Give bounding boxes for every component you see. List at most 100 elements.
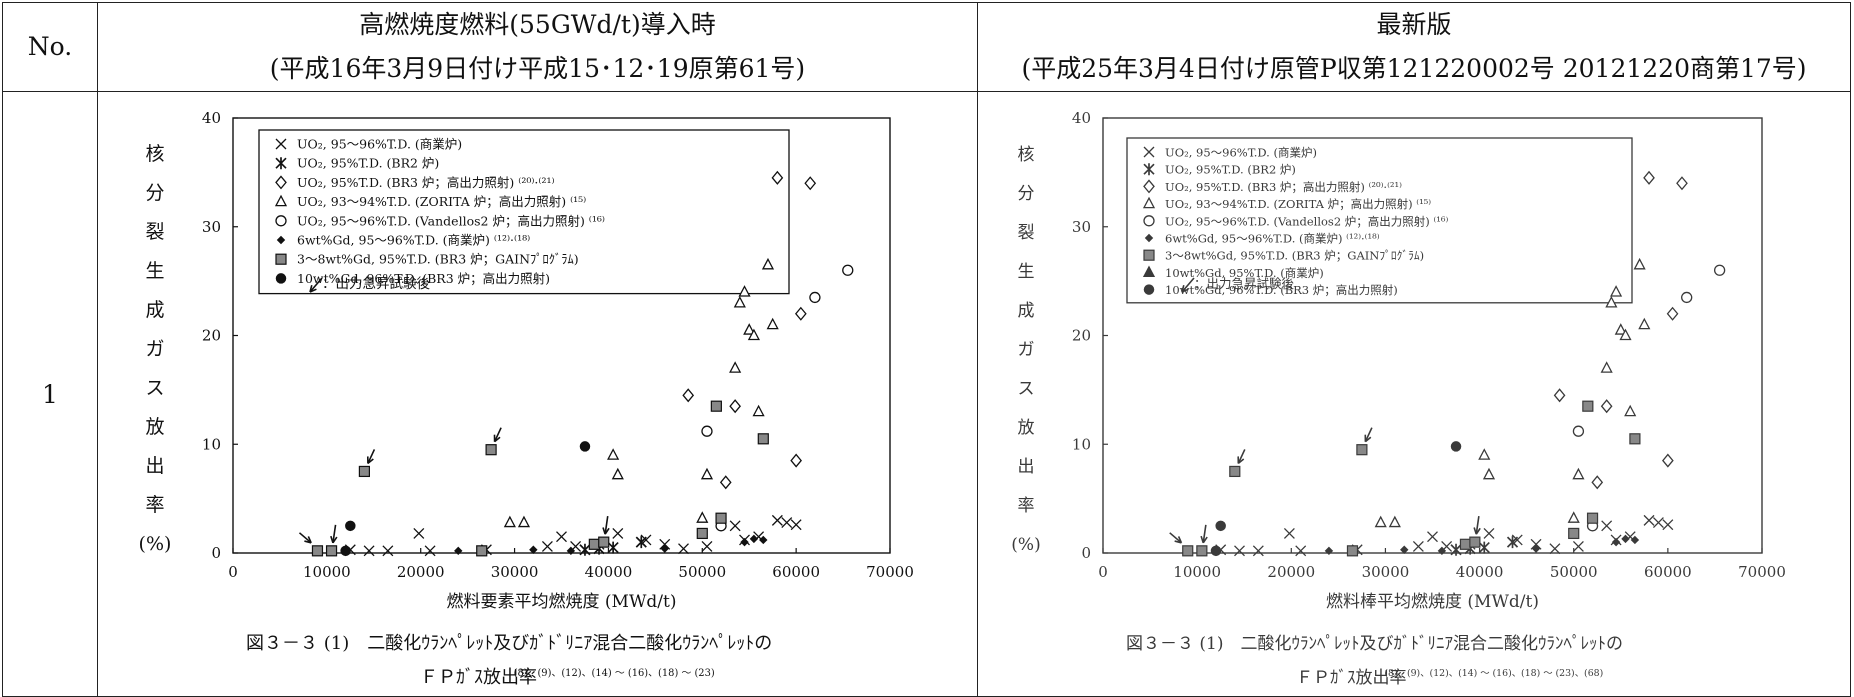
y-axis-label-char: ス xyxy=(1018,379,1035,399)
data-point-shape xyxy=(790,453,802,468)
data-point xyxy=(1252,545,1264,557)
y-axis-label-char: 率 xyxy=(145,494,164,516)
arrow-note: ：出力急昇試験後 xyxy=(1194,276,1295,291)
figure-caption-line1: 図３－３ (1) 二酸化ｳﾗﾝﾍﾟﾚｯﾄ及びｶﾞﾄﾞﾘﾆｱ混合二酸化ｳﾗﾝﾍﾟﾚ… xyxy=(246,633,772,654)
power-ramp-arrow xyxy=(602,516,610,535)
data-point-shape xyxy=(804,176,817,191)
data-point-shape xyxy=(1388,515,1401,528)
data-point-shape xyxy=(719,475,732,490)
data-point xyxy=(759,535,768,545)
power-ramp-arrow-head xyxy=(1237,456,1245,465)
data-point xyxy=(566,546,576,556)
data-point-shape xyxy=(476,545,488,557)
y-axis-label-char: 出 xyxy=(1018,457,1035,477)
x-tick-label: 0 xyxy=(228,563,238,581)
data-point-shape xyxy=(1450,543,1462,556)
data-point xyxy=(413,527,425,539)
arrow-note: ：出力急昇試験後 xyxy=(322,276,430,292)
legend-marker-shape xyxy=(1143,179,1155,194)
power-ramp-arrow-line xyxy=(493,427,502,443)
data-point xyxy=(588,538,600,550)
power-ramp-arrow-line xyxy=(1169,532,1182,544)
data-point xyxy=(382,545,394,557)
data-point-shape xyxy=(424,545,436,557)
data-point-shape xyxy=(1630,535,1640,545)
power-ramp-arrow-line xyxy=(1475,516,1480,535)
legend-entry: 3～8wt%Gd, 95%T.D. (BR3 炉；GAINﾌﾟﾛｸﾞﾗﾑ) xyxy=(297,252,579,267)
power-ramp-arrow xyxy=(1169,532,1183,544)
data-point-shape xyxy=(588,538,600,550)
legend-entry: UO₂, 95～96%T.D. (商業炉) xyxy=(297,137,462,152)
data-point xyxy=(700,467,714,480)
legend-entry: UO₂, 95%T.D. (BR3 炉；高出力照射) ⁽²⁰⁾·⁽²¹⁾ xyxy=(1165,180,1402,194)
data-point-shape xyxy=(678,543,689,555)
data-point-shape xyxy=(1324,546,1334,556)
note-arrow-head xyxy=(1181,285,1189,293)
data-point xyxy=(710,400,722,412)
data-point-shape xyxy=(1400,545,1409,554)
y-axis-label-char: 成 xyxy=(145,299,164,321)
data-point xyxy=(1633,257,1646,270)
data-point xyxy=(1412,541,1424,552)
x-axis-ticks: 0 10000 20000 30000 40000 50000 60000 70000 xyxy=(1098,548,1786,581)
data-point xyxy=(1601,520,1613,532)
power-ramp-arrow-line xyxy=(1237,449,1246,464)
legend-marker xyxy=(275,157,287,170)
left-header: 高燃焼度燃料(55GWd/t)導入時 (平成16年3月9日付け平成15･12･1… xyxy=(97,2,978,92)
legend-entry: 10wt%Gd, 95%T.D. (商業炉) xyxy=(1165,266,1324,280)
data-point-shape xyxy=(612,527,624,539)
y-axis-label-char: 放 xyxy=(145,416,164,438)
power-ramp-arrow-head xyxy=(1364,434,1372,443)
data-point xyxy=(1662,519,1674,531)
legend-marker xyxy=(1143,215,1155,227)
right-figure: 0 10000 20000 30000 40000 50000 60000 70000 0 10 2… xyxy=(1011,109,1786,688)
data-point-shape xyxy=(1610,285,1623,297)
left-header-title: 高燃焼度燃料(55GWd/t)導入時 xyxy=(359,10,716,39)
data-point xyxy=(1506,536,1519,549)
data-point-shape xyxy=(413,527,425,539)
data-point-shape xyxy=(635,536,647,549)
legend-marker xyxy=(1144,233,1154,243)
power-ramp-arrow xyxy=(493,427,502,443)
data-point-shape xyxy=(1469,536,1481,548)
x-tick-label: 60000 xyxy=(1644,563,1692,581)
data-point xyxy=(1591,475,1604,490)
data-point xyxy=(1614,323,1627,335)
data-point xyxy=(1469,536,1481,548)
data-point-shape xyxy=(682,388,695,403)
data-point xyxy=(766,317,779,330)
legend-marker-shape xyxy=(276,235,286,245)
legend-marker xyxy=(1143,284,1155,295)
data-point xyxy=(1600,399,1613,414)
data-point-shape xyxy=(1437,546,1447,556)
series-4 xyxy=(1572,264,1726,532)
data-point-shape xyxy=(1295,545,1307,557)
data-point xyxy=(1483,527,1495,539)
data-point xyxy=(1652,517,1664,529)
data-point xyxy=(1478,541,1490,554)
data-point-shape xyxy=(1215,520,1226,532)
data-point xyxy=(729,520,741,532)
data-point-shape xyxy=(1450,441,1462,452)
legend-marker xyxy=(1143,146,1155,158)
data-point xyxy=(1229,465,1241,478)
data-point xyxy=(541,541,553,552)
data-point-shape xyxy=(701,541,713,552)
power-ramp-arrow-head xyxy=(1174,536,1183,544)
data-point xyxy=(529,545,538,554)
legend-marker-shape xyxy=(1142,265,1156,278)
data-point-shape xyxy=(729,520,741,532)
data-point-shape xyxy=(1229,465,1241,478)
data-point xyxy=(729,361,742,373)
data-point-shape xyxy=(696,527,708,540)
legend-entry: 10wt%Gd, 96%T.D. (BR3 炉；高出力照射) xyxy=(297,271,550,286)
data-point xyxy=(612,527,624,539)
series-5 xyxy=(454,534,768,556)
y-axis-label-char: 核 xyxy=(1018,145,1035,165)
data-point-shape xyxy=(733,295,746,308)
data-point xyxy=(771,514,783,526)
data-point xyxy=(701,541,713,552)
x-tick-label: 50000 xyxy=(1550,563,1598,581)
data-point xyxy=(1210,545,1222,557)
